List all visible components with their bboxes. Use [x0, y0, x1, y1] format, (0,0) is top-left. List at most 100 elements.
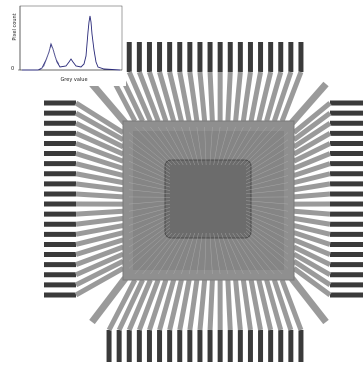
bottom-lead: [197, 279, 208, 331]
bottom-lead: [177, 279, 192, 331]
bond-wire: [128, 175, 171, 188]
bond-wire: [245, 182, 289, 191]
bond-wire: [142, 126, 176, 166]
left-lead: [75, 151, 124, 171]
right-lead: [293, 208, 331, 217]
bond-wire: [196, 232, 203, 275]
left-lead: [74, 259, 125, 288]
bond-wire: [142, 232, 176, 275]
right-lead: [293, 161, 331, 178]
left-lead: [75, 208, 124, 217]
left-lead: [74, 110, 125, 142]
bond-wire: [128, 182, 171, 191]
top-lead: [197, 71, 208, 122]
bond-wire: [213, 232, 221, 275]
bond-wire: [128, 168, 171, 184]
bottom-lead: [225, 279, 233, 331]
bottom-lead: [137, 279, 161, 331]
left-lead: [74, 121, 125, 150]
bottom-lead: [187, 279, 200, 331]
bond-wire: [165, 232, 188, 275]
bond-wire: [128, 224, 171, 255]
bond-wire: [181, 232, 195, 275]
right-lead: [292, 251, 332, 277]
bond-wire: [236, 232, 267, 275]
top-lead: [272, 71, 294, 122]
bond-wire: [245, 227, 289, 262]
right-lead: [293, 181, 331, 193]
left-lead: [75, 237, 124, 257]
bond-wire: [245, 210, 289, 226]
top-lead: [225, 71, 233, 122]
bond-wire: [217, 232, 229, 275]
bond-wire: [245, 139, 289, 171]
histogram-curve-shadow: [39, 45, 60, 71]
bond-wire: [209, 126, 213, 166]
bond-wire: [128, 207, 171, 219]
bond-wire: [232, 232, 260, 275]
bond-wire: [240, 232, 275, 275]
top-lead: [126, 71, 153, 122]
bond-wire: [245, 153, 289, 178]
left-lead: [74, 131, 125, 157]
bottom-lead: [106, 278, 138, 332]
bottom-lead: [272, 279, 294, 331]
right-lead: [293, 230, 331, 247]
bond-wire: [134, 232, 173, 275]
die-paddle: [164, 159, 252, 239]
bond-wire: [245, 168, 289, 184]
bottom-lead: [248, 279, 264, 331]
right-lead: [292, 101, 332, 135]
top-lead: [279, 71, 304, 122]
bond-wire: [196, 126, 203, 166]
right-lead: [293, 215, 331, 227]
bond-wire: [128, 153, 171, 178]
left-lead: [75, 181, 124, 193]
bond-wire: [217, 126, 229, 166]
bond-wire: [224, 232, 244, 275]
top-lead: [147, 71, 169, 122]
bottom-lead: [116, 278, 145, 332]
bond-wire: [188, 126, 199, 166]
bottom-lead: [147, 279, 169, 331]
bond-wire: [213, 126, 221, 166]
bond-wire: [245, 231, 289, 269]
top-lead: [248, 71, 264, 122]
bottom-lead: [233, 279, 243, 331]
bottom-lead: [279, 279, 304, 331]
bond-wire: [128, 203, 171, 212]
top-lead: [240, 71, 253, 122]
left-lead: [74, 251, 125, 278]
bond-wire: [243, 126, 283, 166]
bottom-lead: [207, 279, 215, 331]
top-lead: [177, 71, 192, 122]
bottom-lead: [240, 279, 253, 331]
bond-wire: [150, 232, 180, 275]
histogram-frame: [19, 5, 123, 71]
bond-wire: [128, 189, 171, 195]
bond-wire: [243, 232, 283, 275]
corner-tie-bar: [89, 273, 130, 325]
left-lead: [75, 141, 124, 164]
top-lead: [233, 71, 243, 122]
bond-wire: [128, 132, 171, 167]
bond-wire: [245, 220, 289, 248]
right-lead: [292, 111, 332, 142]
bond-wire: [128, 210, 171, 226]
bond-wire: [245, 203, 289, 212]
histogram-curve: [22, 15, 121, 71]
bond-wire: [128, 139, 171, 171]
right-lead: [293, 171, 331, 186]
bond-wire: [245, 200, 289, 205]
left-lead: [75, 161, 124, 178]
bond-wire: [188, 232, 199, 275]
bond-wire: [181, 126, 195, 166]
bond-wire: [245, 146, 289, 174]
histogram-y-label: Pixel count: [12, 13, 18, 41]
bond-wire: [245, 160, 289, 181]
bond-wire: [245, 224, 289, 255]
top-lead: [256, 71, 274, 122]
bond-wire: [240, 126, 275, 166]
right-lead: [293, 223, 331, 237]
